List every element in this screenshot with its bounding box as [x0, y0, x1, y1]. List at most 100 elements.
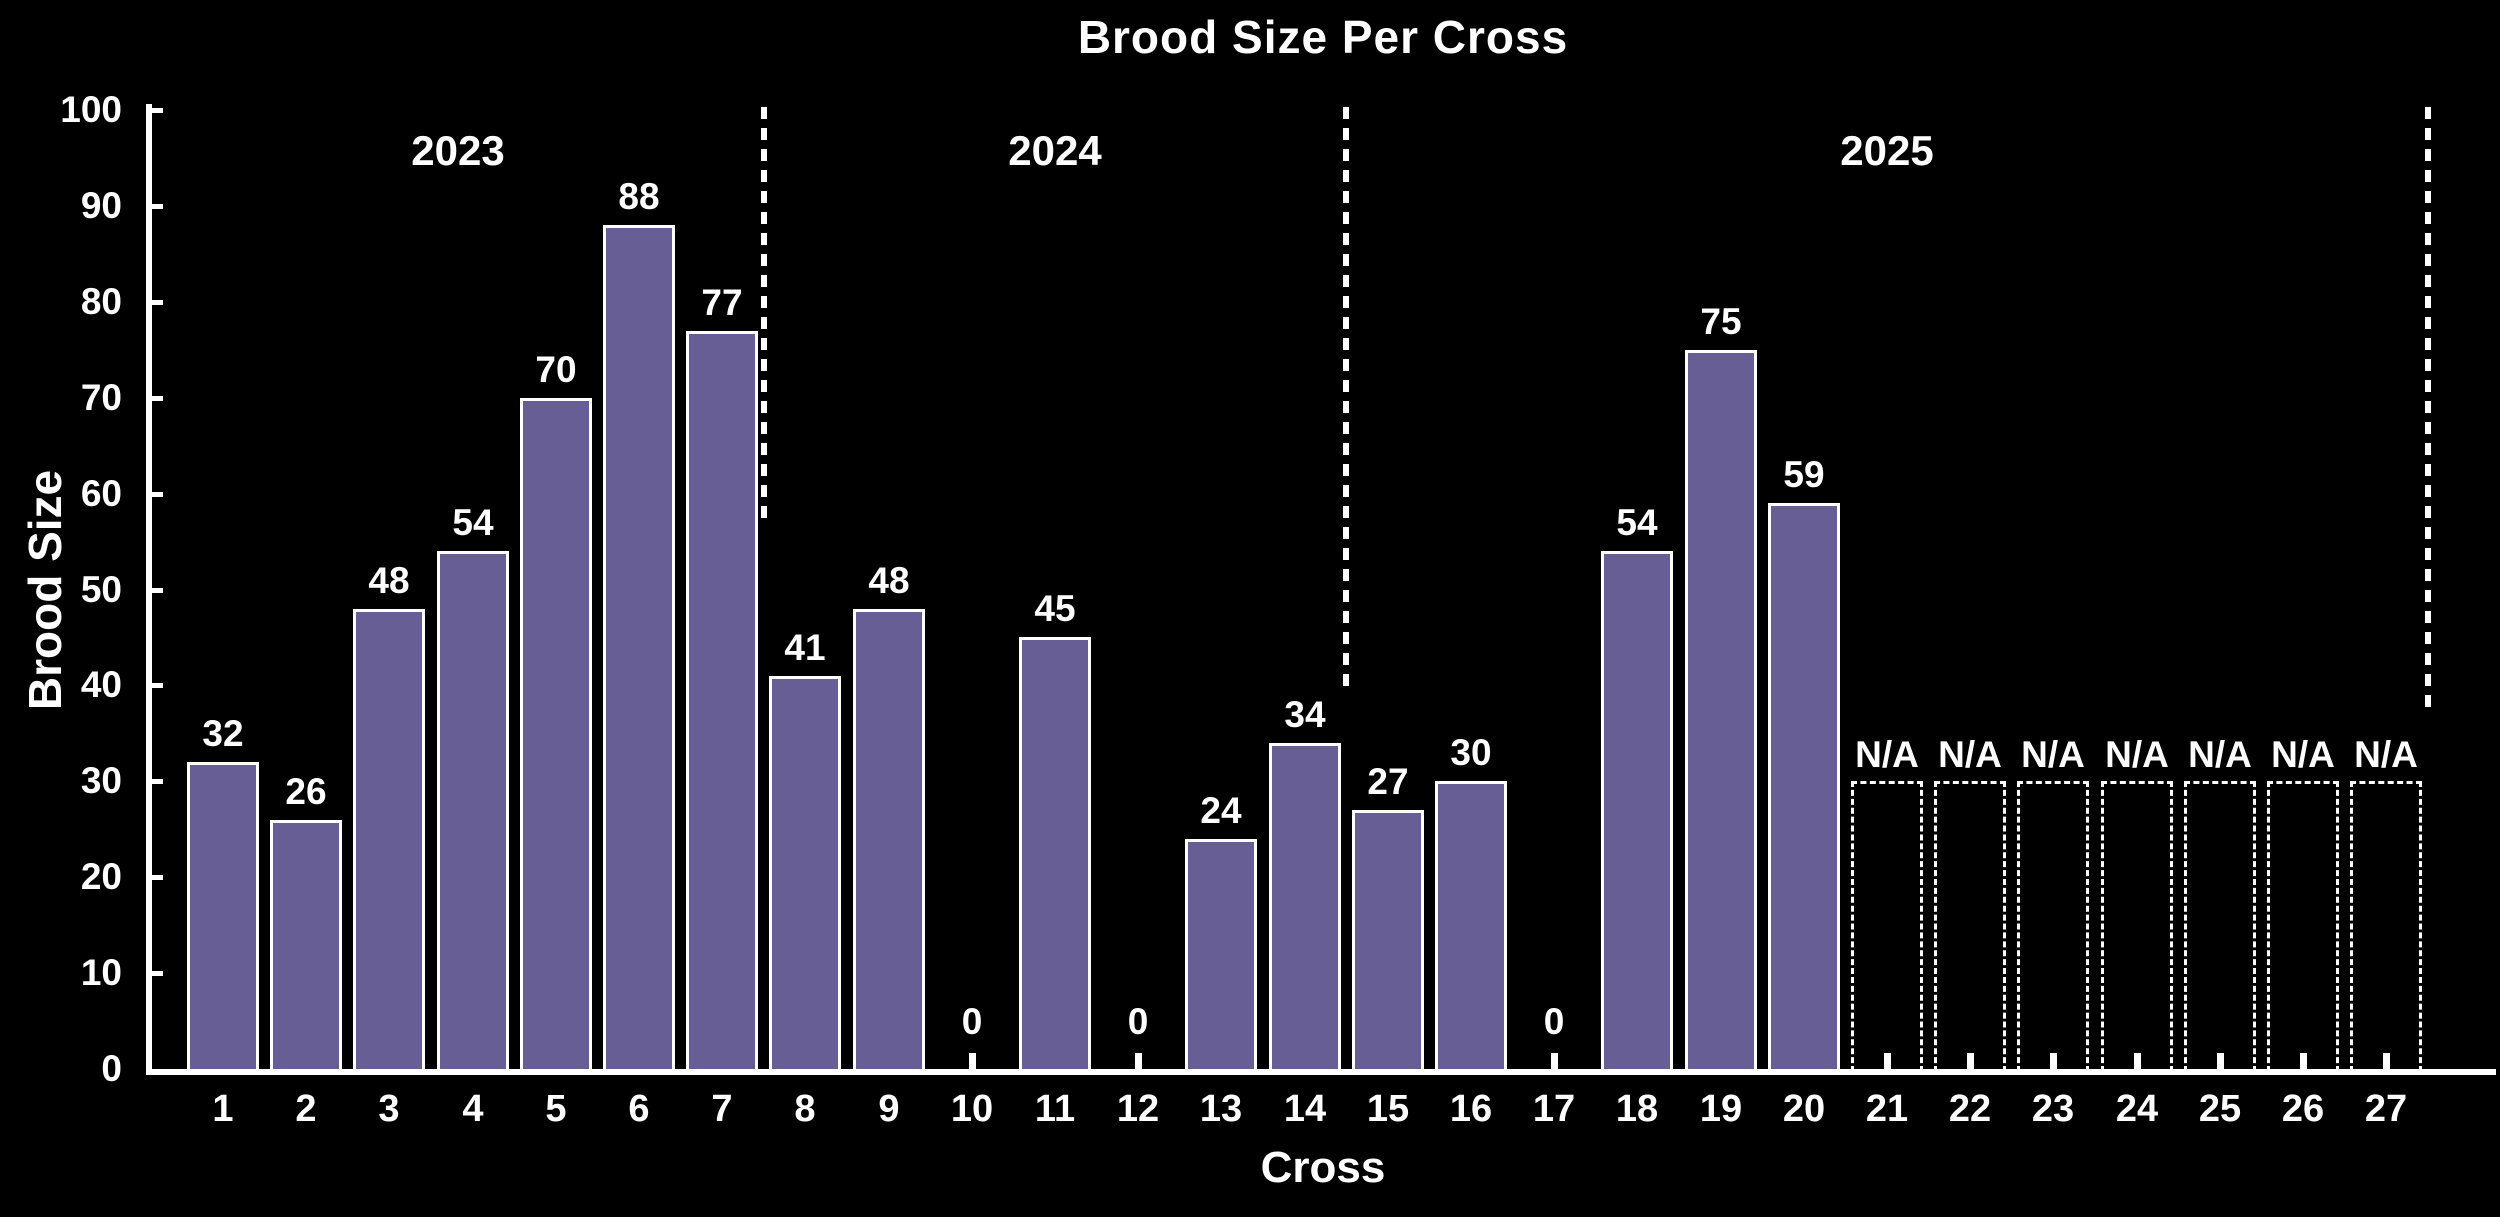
y-tick-30: [152, 779, 163, 784]
chart-title: Brood Size Per Cross: [1077, 11, 1569, 63]
y-tick-label-60: 60: [80, 473, 122, 514]
x-tick-label-5: 5: [545, 1088, 567, 1130]
na-label-cross-24: N/A: [2105, 734, 2169, 775]
bar-value-label-13: 24: [1200, 790, 1242, 831]
bar-value-label-10: 0: [961, 1001, 983, 1042]
x-tick-23: [2050, 1053, 2057, 1069]
x-tick-label-19: 19: [1699, 1088, 1743, 1130]
x-tick-label-26: 26: [2281, 1088, 2325, 1130]
na-bar-cross-26: [2267, 781, 2339, 1072]
y-tick-label-20: 20: [80, 856, 122, 897]
bar-value-label-11: 45: [1034, 588, 1076, 629]
bar-cross-1: [187, 762, 259, 1072]
na-label-cross-22: N/A: [1938, 734, 2002, 775]
bar-value-label-4: 54: [452, 502, 494, 543]
y-tick-label-80: 80: [80, 281, 122, 322]
bar-cross-14: [1269, 743, 1341, 1072]
x-tick-label-8: 8: [794, 1088, 816, 1130]
x-tick-label-12: 12: [1116, 1088, 1160, 1130]
x-tick-label-22: 22: [1948, 1088, 1992, 1130]
y-tick-50: [152, 588, 163, 593]
y-tick-70: [152, 396, 163, 401]
x-tick-label-3: 3: [378, 1088, 400, 1130]
na-label-cross-26: N/A: [2271, 734, 2335, 775]
bar-value-label-18: 54: [1616, 502, 1658, 543]
x-tick-10: [969, 1053, 976, 1069]
year-divider-after-7: [761, 107, 767, 525]
x-tick-label-24: 24: [2115, 1088, 2159, 1130]
bar-value-label-12: 0: [1127, 1001, 1149, 1042]
x-tick-22: [1967, 1053, 1974, 1069]
x-tick-label-18: 18: [1615, 1088, 1659, 1130]
bar-cross-7: [686, 331, 758, 1072]
x-tick-label-13: 13: [1199, 1088, 1243, 1130]
year-divider-after-27: [2425, 107, 2431, 708]
y-tick-label-10: 10: [80, 952, 122, 993]
y-tick-label-100: 100: [60, 89, 122, 130]
na-label-cross-27: N/A: [2354, 734, 2418, 775]
x-tick-26: [2300, 1053, 2307, 1069]
na-bar-cross-23: [2017, 781, 2089, 1072]
bar-cross-20: [1768, 503, 1840, 1072]
bar-cross-3: [353, 609, 425, 1072]
bar-value-label-8: 41: [784, 627, 826, 668]
year-label-2024: 2024: [1008, 127, 1102, 174]
bar-value-label-17: 0: [1543, 1001, 1565, 1042]
x-tick-label-21: 21: [1865, 1088, 1909, 1130]
y-axis-line: [146, 104, 152, 1075]
x-axis-line: [146, 1069, 2496, 1075]
bar-value-label-15: 27: [1367, 761, 1409, 802]
bar-cross-2: [270, 820, 342, 1072]
x-tick-label-25: 25: [2198, 1088, 2242, 1130]
x-tick-label-11: 11: [1034, 1088, 1076, 1130]
y-tick-90: [152, 204, 163, 209]
year-label-2023: 2023: [411, 127, 505, 174]
na-label-cross-21: N/A: [1855, 734, 1919, 775]
bar-cross-9: [853, 609, 925, 1072]
x-axis-title: Cross: [1260, 1143, 1386, 1192]
y-tick-10: [152, 971, 163, 976]
bar-value-label-2: 26: [285, 771, 327, 812]
x-tick-12: [1135, 1053, 1142, 1069]
bar-cross-19: [1685, 350, 1757, 1072]
y-tick-100: [152, 108, 163, 113]
na-bar-cross-27: [2350, 781, 2422, 1072]
bar-value-label-6: 88: [618, 176, 660, 217]
bar-value-label-5: 70: [535, 349, 577, 390]
x-tick-label-14: 14: [1283, 1088, 1327, 1130]
bar-cross-11: [1019, 637, 1091, 1072]
x-tick-27: [2383, 1053, 2390, 1069]
x-tick-label-4: 4: [462, 1088, 484, 1130]
x-tick-label-1: 1: [212, 1088, 234, 1130]
x-tick-label-23: 23: [2031, 1088, 2075, 1130]
na-label-cross-23: N/A: [2021, 734, 2085, 775]
y-tick-40: [152, 683, 163, 688]
x-tick-label-20: 20: [1782, 1088, 1826, 1130]
x-tick-label-16: 16: [1449, 1088, 1493, 1130]
x-tick-label-6: 6: [628, 1088, 650, 1130]
y-tick-label-90: 90: [80, 185, 122, 226]
na-bar-cross-22: [1934, 781, 2006, 1072]
bar-value-label-9: 48: [868, 560, 910, 601]
y-tick-label-50: 50: [80, 569, 122, 610]
bar-cross-5: [520, 398, 592, 1072]
year-divider-after-14: [1343, 107, 1349, 688]
bar-cross-13: [1185, 839, 1257, 1072]
y-tick-label-40: 40: [80, 664, 122, 705]
bar-value-label-19: 75: [1700, 301, 1742, 342]
x-tick-21: [1884, 1053, 1891, 1069]
x-tick-label-9: 9: [878, 1088, 900, 1130]
y-tick-label-30: 30: [80, 760, 122, 801]
bar-value-label-16: 30: [1450, 732, 1492, 773]
bar-value-label-7: 77: [701, 282, 743, 323]
bar-value-label-20: 59: [1783, 454, 1825, 495]
x-tick-label-10: 10: [950, 1088, 994, 1130]
x-tick-label-2: 2: [295, 1088, 317, 1130]
bar-cross-4: [437, 551, 509, 1072]
na-bar-cross-24: [2101, 781, 2173, 1072]
bar-cross-6: [603, 225, 675, 1072]
x-tick-label-15: 15: [1366, 1088, 1410, 1130]
x-tick-label-7: 7: [711, 1088, 733, 1130]
